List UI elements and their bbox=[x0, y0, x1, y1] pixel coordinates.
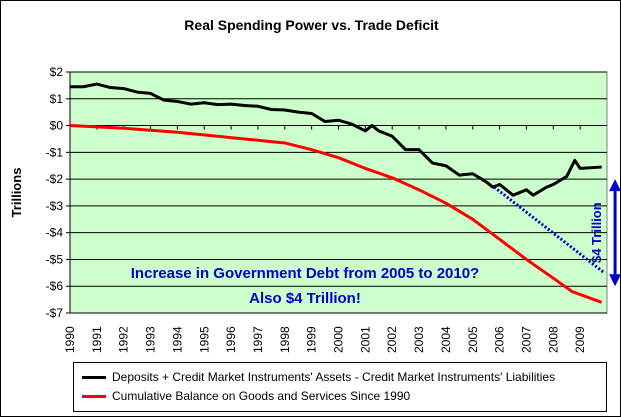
x-tick-label: 1993 bbox=[144, 326, 158, 353]
x-tick-label: 1996 bbox=[224, 326, 238, 353]
y-tick-label: -$1 bbox=[46, 145, 64, 159]
legend: Deposits + Credit Market Instruments' As… bbox=[73, 362, 607, 412]
y-tick-label: -$7 bbox=[46, 306, 64, 320]
y-tick-label: -$5 bbox=[46, 252, 64, 266]
x-tick-label: 1995 bbox=[197, 326, 211, 353]
y-tick-label: $0 bbox=[50, 119, 64, 133]
x-tick-label: 2008 bbox=[546, 326, 560, 353]
legend-item-deposits: Deposits + Credit Market Instruments' As… bbox=[82, 368, 555, 386]
x-tick-label: 2009 bbox=[573, 326, 587, 353]
y-tick-label: $1 bbox=[50, 92, 64, 106]
series-line-1 bbox=[69, 124, 603, 304]
x-tick-label: 1994 bbox=[170, 326, 184, 353]
y-tick-label: -$6 bbox=[46, 279, 64, 293]
x-tick-label: 2002 bbox=[385, 326, 399, 353]
x-tick-label: 1998 bbox=[278, 326, 292, 353]
y-axis-label: Trillions bbox=[9, 168, 24, 218]
x-tick-label: 2005 bbox=[466, 326, 480, 353]
legend-swatch-red bbox=[82, 394, 106, 398]
x-tick-label: 2003 bbox=[412, 326, 426, 353]
series-line-0 bbox=[70, 82, 602, 197]
y-tick-label: $2 bbox=[50, 65, 64, 79]
x-tick-label: 1997 bbox=[251, 326, 265, 353]
arrow-head-up bbox=[609, 179, 620, 192]
y-tick-label: -$4 bbox=[46, 226, 64, 240]
x-tick-label: 2006 bbox=[493, 326, 507, 353]
trend-line-dotted bbox=[493, 185, 606, 275]
x-tick-label: 2001 bbox=[358, 326, 372, 353]
y-tick-label: -$3 bbox=[46, 199, 64, 213]
x-tick-label: 1999 bbox=[305, 326, 319, 353]
arrow-label: $4 Trillion bbox=[589, 202, 604, 263]
x-tick-label: 1992 bbox=[117, 326, 131, 353]
annotation-line-2: Also $4 Trillion! bbox=[249, 290, 361, 307]
legend-swatch-black bbox=[82, 375, 106, 379]
y-tick-label: -$2 bbox=[46, 172, 64, 186]
chart-title: Real Spending Power vs. Trade Deficit bbox=[184, 17, 439, 33]
x-tick-label: 2000 bbox=[332, 326, 346, 353]
legend-label: Deposits + Credit Market Instruments' As… bbox=[112, 370, 556, 384]
annotation-line-1: Increase in Government Debt from 2005 to… bbox=[131, 265, 479, 282]
x-tick-label: 1990 bbox=[63, 326, 77, 353]
x-tick-label: 2007 bbox=[519, 326, 533, 353]
legend-item-trade-balance: Cumulative Balance on Goods and Services… bbox=[82, 387, 410, 405]
arrow-head-down bbox=[609, 274, 620, 287]
x-tick-label: 2004 bbox=[439, 326, 453, 353]
x-tick-label: 1991 bbox=[90, 326, 104, 353]
legend-label: Cumulative Balance on Goods and Services… bbox=[112, 389, 411, 403]
